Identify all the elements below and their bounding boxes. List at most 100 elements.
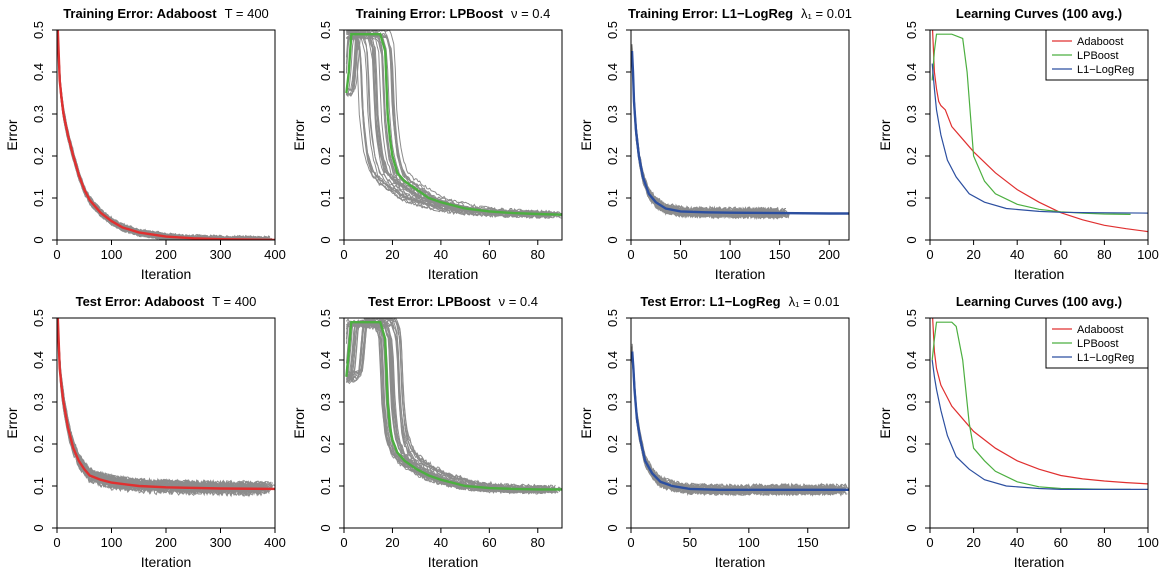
run-line: [631, 53, 780, 217]
x-tick-label: 60: [1054, 535, 1068, 550]
run-line: [57, 30, 269, 240]
run-line: [57, 318, 273, 490]
x-tick-label: 0: [627, 535, 634, 550]
x-tick-label: 150: [797, 535, 819, 550]
run-line: [345, 323, 546, 495]
y-tick-label: 0: [904, 236, 919, 243]
y-tick-label: 0.3: [904, 105, 919, 123]
y-tick-label: 0.1: [31, 189, 46, 207]
run-line: [631, 350, 835, 494]
run-line: [631, 350, 847, 492]
y-tick-label: 0.4: [904, 351, 919, 369]
run-line: [631, 52, 782, 217]
run-line: [631, 52, 779, 217]
run-line: [346, 323, 558, 494]
y-tick-label: 0.4: [31, 63, 46, 81]
y-tick-label: 0.2: [904, 435, 919, 453]
legend-label: LPBoost: [1077, 50, 1119, 62]
y-axis-label: Error: [4, 407, 20, 438]
x-tick-label: 300: [210, 247, 232, 262]
run-line: [631, 54, 782, 218]
run-line: [57, 318, 262, 493]
y-tick-label: 0: [318, 236, 333, 243]
run-line: [631, 355, 848, 495]
x-tick-label: 0: [627, 247, 634, 262]
run-line: [57, 30, 273, 240]
train-l1logreg-chart: Training Error: L1−LogReg λ₁ = 0.01 Iterat…: [578, 6, 852, 282]
y-axis-label: Error: [877, 407, 893, 438]
x-tick-label: 100: [719, 247, 741, 262]
run-line: [346, 318, 550, 491]
y-tick-label: 0.3: [605, 105, 620, 123]
run-line: [345, 322, 558, 494]
run-line: [345, 320, 550, 492]
x-axis-label: Iteration: [715, 554, 766, 570]
x-tick-label: 80: [531, 535, 545, 550]
run-line: [57, 30, 267, 240]
run-line: [57, 30, 269, 240]
run-line: [631, 45, 785, 216]
x-tick-label: 20: [385, 535, 399, 550]
run-line: [57, 318, 275, 491]
run-line: [631, 352, 843, 494]
y-tick-label: 0.2: [318, 147, 333, 165]
x-tick-label: 40: [1010, 535, 1024, 550]
run-line: [631, 352, 837, 494]
y-tick-label: 0.1: [31, 477, 46, 495]
run-line: [57, 318, 266, 494]
run-line: [346, 323, 554, 494]
run-line: [631, 49, 778, 215]
x-tick-label: 400: [264, 247, 286, 262]
plot-frame: [343, 317, 563, 529]
y-tick-label: 0.4: [605, 351, 620, 369]
x-tick-label: 100: [1137, 535, 1159, 550]
series-line-mean: [57, 318, 275, 491]
x-tick-label: 40: [1010, 247, 1024, 262]
run-line: [631, 359, 843, 497]
run-line: [631, 52, 781, 220]
run-line: [57, 318, 272, 490]
series-line-mean: [345, 33, 562, 216]
y-tick-label: 0.1: [318, 477, 333, 495]
run-line: [57, 318, 272, 494]
run-line: [631, 47, 780, 214]
run-line: [631, 49, 780, 216]
run-line: [57, 30, 266, 240]
x-tick-label: 200: [155, 535, 177, 550]
y-tick-label: 0: [31, 236, 46, 243]
x-tick-label: 60: [482, 247, 496, 262]
chart-title-param: ν = 0.4: [511, 6, 550, 21]
series-line-adaboost: [932, 318, 1148, 485]
run-line: [631, 353, 837, 496]
run-line: [631, 358, 840, 497]
x-axis-label: Iteration: [1014, 554, 1065, 570]
test-lpboost-chart: Test Error: LPBoost ν = 0.4 Iteration Error…: [291, 294, 563, 570]
run-line: [57, 30, 273, 240]
x-tick-label: 0: [53, 247, 60, 262]
legend-label: L1−LogReg: [1077, 352, 1134, 364]
run-line: [631, 345, 847, 491]
chart-title: Training Error: LPBoost ν = 0.4: [356, 6, 551, 21]
y-tick-label: 0.2: [605, 435, 620, 453]
run-line: [631, 46, 786, 215]
series-line-mean: [57, 30, 275, 240]
x-tick-label: 150: [769, 247, 791, 262]
x-tick-label: 0: [926, 247, 933, 262]
run-line: [631, 346, 836, 490]
y-tick-label: 0: [318, 524, 333, 531]
x-tick-label: 80: [1097, 535, 1111, 550]
x-tick-label: 50: [673, 247, 687, 262]
run-line: [631, 355, 842, 495]
run-line: [57, 30, 259, 240]
y-axis-label: Error: [291, 119, 307, 150]
train-adaboost-chart: Training Error: Adaboost T = 400 Iteration…: [4, 6, 286, 282]
y-tick-label: 0.4: [605, 63, 620, 81]
chart-title: Test Error: Adaboost T = 400: [76, 294, 257, 309]
run-line: [631, 351, 842, 494]
y-axis-label: Error: [578, 407, 594, 438]
x-tick-label: 200: [155, 247, 177, 262]
run-line: [57, 30, 274, 240]
x-tick-label: 0: [340, 535, 347, 550]
plot-frame: [56, 317, 276, 529]
